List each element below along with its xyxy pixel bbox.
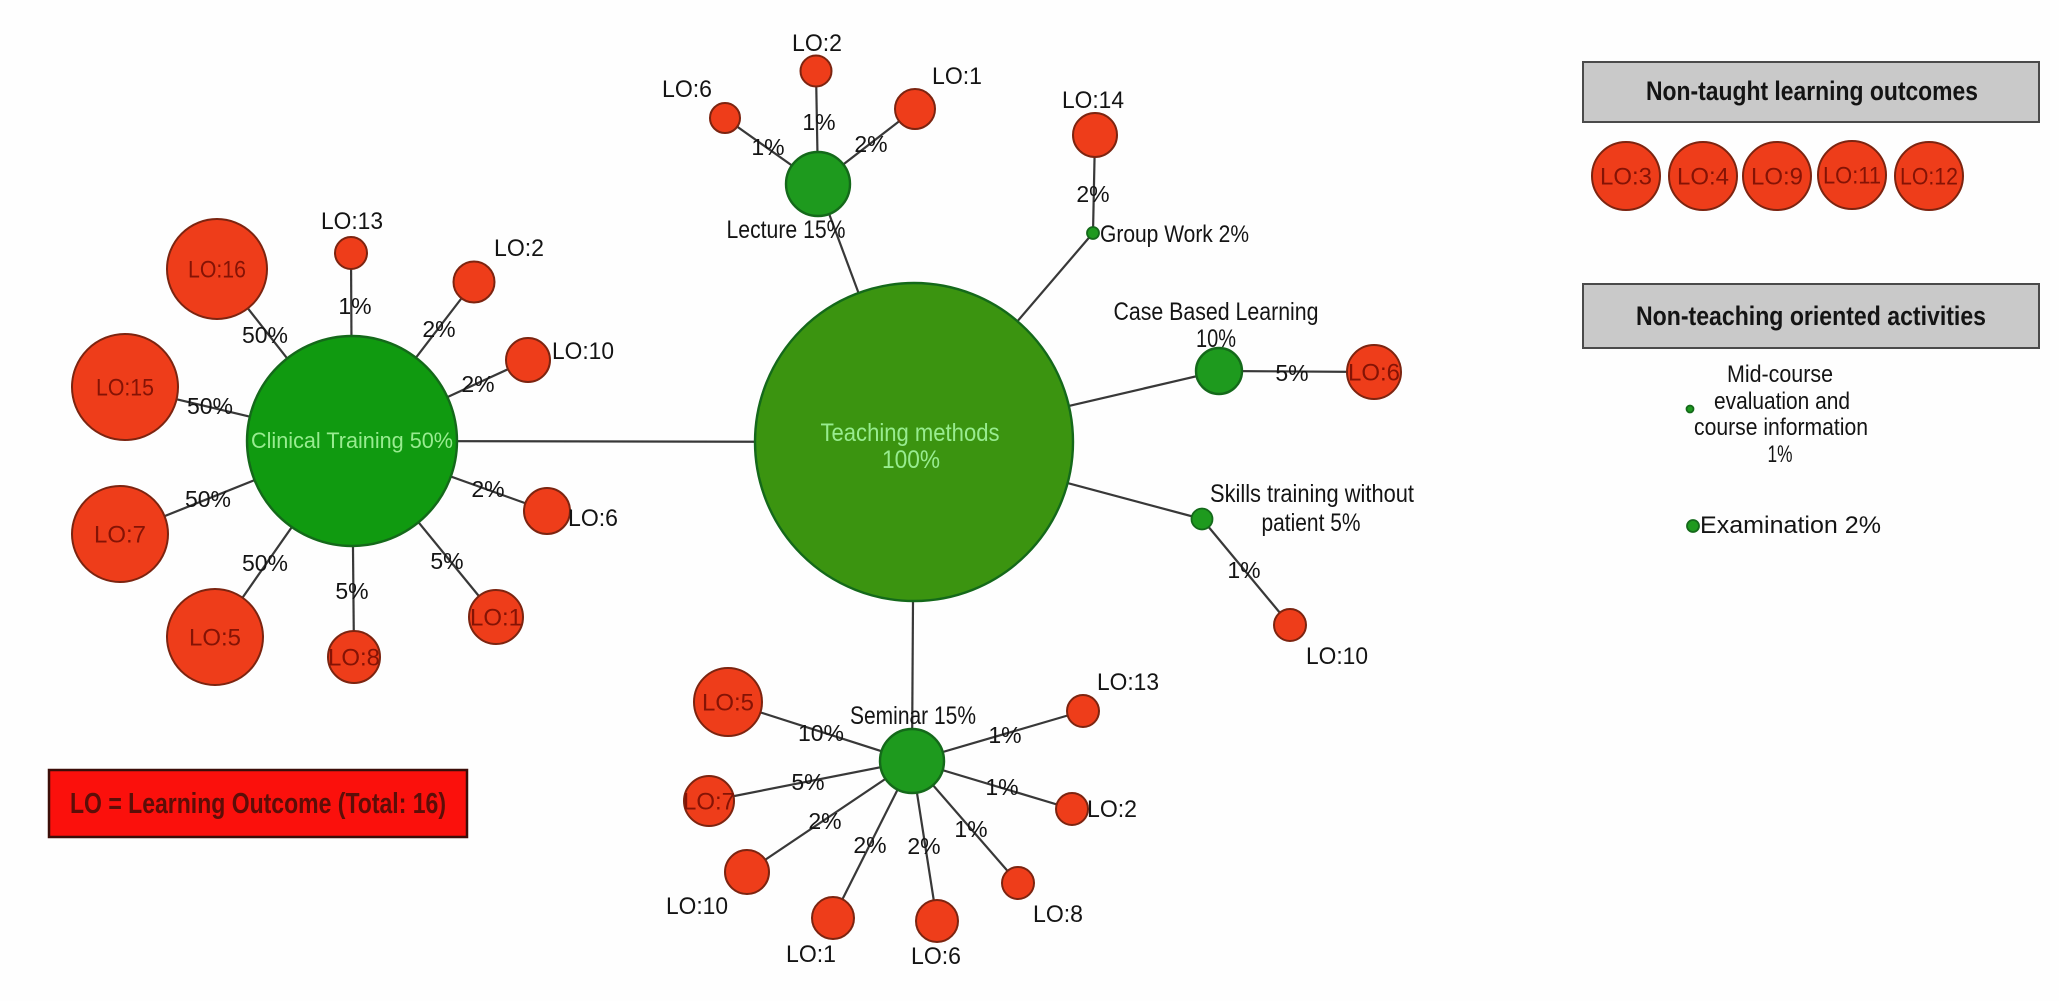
svg-text:10%: 10%: [1196, 325, 1236, 353]
svg-text:Lecture 15%: Lecture 15%: [727, 216, 846, 244]
svg-text:LO:10: LO:10: [666, 893, 728, 920]
svg-text:LO:9: LO:9: [1751, 164, 1803, 191]
svg-text:Seminar 15%: Seminar 15%: [850, 702, 976, 730]
svg-text:LO:5: LO:5: [702, 690, 754, 717]
svg-text:1%: 1%: [751, 134, 784, 160]
svg-text:5%: 5%: [335, 578, 368, 604]
svg-text:LO:1: LO:1: [786, 941, 836, 968]
svg-text:1%: 1%: [1227, 557, 1260, 583]
svg-text:2%: 2%: [461, 371, 494, 397]
svg-text:LO:2: LO:2: [1087, 796, 1137, 823]
svg-text:50%: 50%: [242, 550, 288, 576]
svg-text:LO:7: LO:7: [94, 522, 146, 549]
svg-text:LO:1: LO:1: [470, 605, 522, 632]
svg-text:LO:6: LO:6: [662, 76, 712, 103]
svg-text:LO:13: LO:13: [1097, 669, 1159, 696]
svg-text:2%: 2%: [853, 832, 886, 858]
svg-text:1%: 1%: [338, 293, 371, 319]
svg-text:LO:6: LO:6: [911, 943, 961, 970]
svg-text:LO:12: LO:12: [1900, 164, 1958, 191]
svg-text:Non-taught learning outcomes: Non-taught learning outcomes: [1646, 76, 1978, 106]
svg-text:1%: 1%: [988, 722, 1021, 748]
svg-text:100%: 100%: [882, 446, 940, 474]
svg-text:LO:13: LO:13: [321, 208, 383, 235]
svg-text:Mid-course: Mid-course: [1727, 361, 1833, 388]
svg-text:Skills training without: Skills training without: [1210, 480, 1414, 508]
svg-text:Examination 2%: Examination 2%: [1700, 512, 1881, 539]
svg-text:1%: 1%: [954, 816, 987, 842]
svg-text:LO:6: LO:6: [568, 505, 618, 532]
svg-text:LO:2: LO:2: [494, 235, 544, 262]
svg-text:1%: 1%: [985, 774, 1018, 800]
svg-text:LO:1: LO:1: [932, 63, 982, 90]
svg-text:10%: 10%: [798, 720, 844, 746]
svg-text:2%: 2%: [471, 476, 504, 502]
svg-text:LO:7: LO:7: [683, 789, 735, 816]
svg-text:5%: 5%: [791, 769, 824, 795]
svg-text:LO:16: LO:16: [188, 257, 246, 284]
svg-text:evaluation and: evaluation and: [1714, 388, 1850, 415]
svg-text:LO:8: LO:8: [1033, 901, 1083, 928]
svg-text:LO = Learning Outcome (Total:: LO = Learning Outcome (Total: 16): [70, 788, 446, 820]
svg-text:LO:14: LO:14: [1062, 87, 1124, 114]
svg-text:LO:10: LO:10: [1306, 643, 1368, 670]
svg-text:50%: 50%: [187, 393, 233, 419]
svg-text:2%: 2%: [1076, 181, 1109, 207]
svg-text:LO:8: LO:8: [328, 645, 380, 672]
svg-text:LO:6: LO:6: [1348, 360, 1400, 387]
svg-text:1%: 1%: [802, 109, 835, 135]
svg-text:Case Based Learning: Case Based Learning: [1114, 298, 1319, 326]
svg-text:Group Work 2%: Group Work 2%: [1100, 221, 1249, 248]
svg-text:LO:10: LO:10: [552, 338, 614, 365]
svg-text:5%: 5%: [430, 548, 463, 574]
svg-text:2%: 2%: [422, 316, 455, 342]
svg-text:course information: course information: [1694, 414, 1868, 441]
svg-text:patient 5%: patient 5%: [1262, 509, 1361, 537]
svg-text:LO:2: LO:2: [792, 30, 842, 57]
svg-text:2%: 2%: [854, 131, 887, 157]
svg-text:Non-teaching oriented activiti: Non-teaching oriented activities: [1636, 301, 1986, 331]
svg-text:LO:15: LO:15: [96, 375, 154, 402]
svg-text:50%: 50%: [242, 322, 288, 348]
svg-text:LO:5: LO:5: [189, 625, 241, 652]
svg-text:5%: 5%: [1275, 360, 1308, 386]
svg-text:2%: 2%: [808, 808, 841, 834]
svg-text:1%: 1%: [1768, 441, 1793, 468]
svg-text:50%: 50%: [185, 486, 231, 512]
svg-text:LO:4: LO:4: [1677, 164, 1729, 191]
svg-text:LO:3: LO:3: [1600, 164, 1652, 191]
svg-text:Clinical Training 50%: Clinical Training 50%: [251, 428, 453, 453]
svg-text:LO:11: LO:11: [1823, 163, 1881, 190]
svg-text:Teaching methods: Teaching methods: [821, 419, 1000, 447]
svg-text:2%: 2%: [907, 833, 940, 859]
